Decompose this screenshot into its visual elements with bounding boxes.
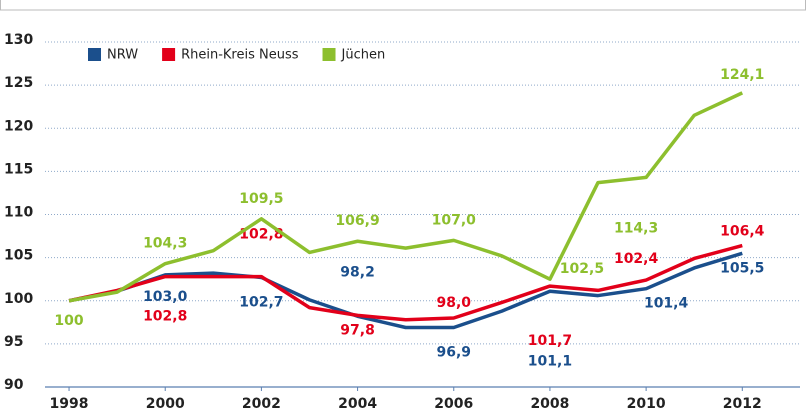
x-tick-label: 2000 (146, 396, 185, 412)
value-label: 102,5 (560, 261, 604, 277)
value-label: 101,1 (528, 353, 572, 369)
value-label: 98,2 (340, 264, 375, 280)
y-tick-label: 125 (4, 75, 33, 91)
x-tick-label: 2010 (627, 396, 666, 412)
value-label: 102,8 (143, 309, 187, 325)
legend-label: Jüchen (341, 48, 386, 63)
value-label: 101,7 (528, 333, 572, 349)
y-tick-label: 90 (4, 377, 24, 393)
series-line (68, 243, 743, 322)
value-label: 97,8 (340, 322, 375, 338)
legend-label: Rhein-Kreis Neuss (181, 48, 299, 63)
x-tick-label: 2008 (530, 396, 569, 412)
value-label: 101,4 (644, 296, 689, 312)
value-label: 103,0 (143, 289, 188, 305)
value-label: 98,0 (436, 295, 471, 311)
header-box (0, 0, 806, 11)
y-tick-label: 110 (4, 205, 33, 221)
x-tick-label: 1998 (50, 396, 89, 412)
x-tick-label: 2006 (434, 396, 473, 412)
value-label: 106,9 (335, 213, 379, 229)
y-tick-label: 105 (4, 248, 33, 264)
x-tick-label: 2012 (723, 396, 762, 412)
value-label: 100 (54, 313, 83, 329)
legend-swatch (162, 48, 176, 61)
y-tick-label: 100 (4, 291, 33, 307)
value-label: 109,5 (239, 191, 283, 207)
legend-swatch (322, 48, 336, 61)
value-label: 107,0 (432, 212, 477, 228)
value-label: 114,3 (614, 220, 658, 236)
value-label: 124,1 (720, 67, 764, 83)
y-tick-label: 115 (4, 161, 33, 177)
value-label: 96,9 (436, 344, 471, 360)
legend-label: NRW (107, 48, 138, 63)
y-tick-label: 120 (4, 118, 33, 134)
value-label: 102,4 (614, 251, 659, 267)
y-tick-label: 130 (4, 32, 33, 48)
value-label: 104,3 (143, 236, 187, 252)
value-label: 105,5 (720, 260, 764, 276)
x-tick-label: 2002 (242, 396, 281, 412)
value-label: 106,4 (720, 224, 765, 240)
value-label: 102,7 (239, 294, 283, 310)
series-line (68, 251, 743, 330)
legend-swatch (88, 48, 101, 61)
value-label: 102,8 (239, 227, 283, 243)
series-line (68, 91, 744, 303)
y-tick-label: 95 (4, 334, 23, 350)
x-tick-label: 2004 (338, 396, 377, 412)
